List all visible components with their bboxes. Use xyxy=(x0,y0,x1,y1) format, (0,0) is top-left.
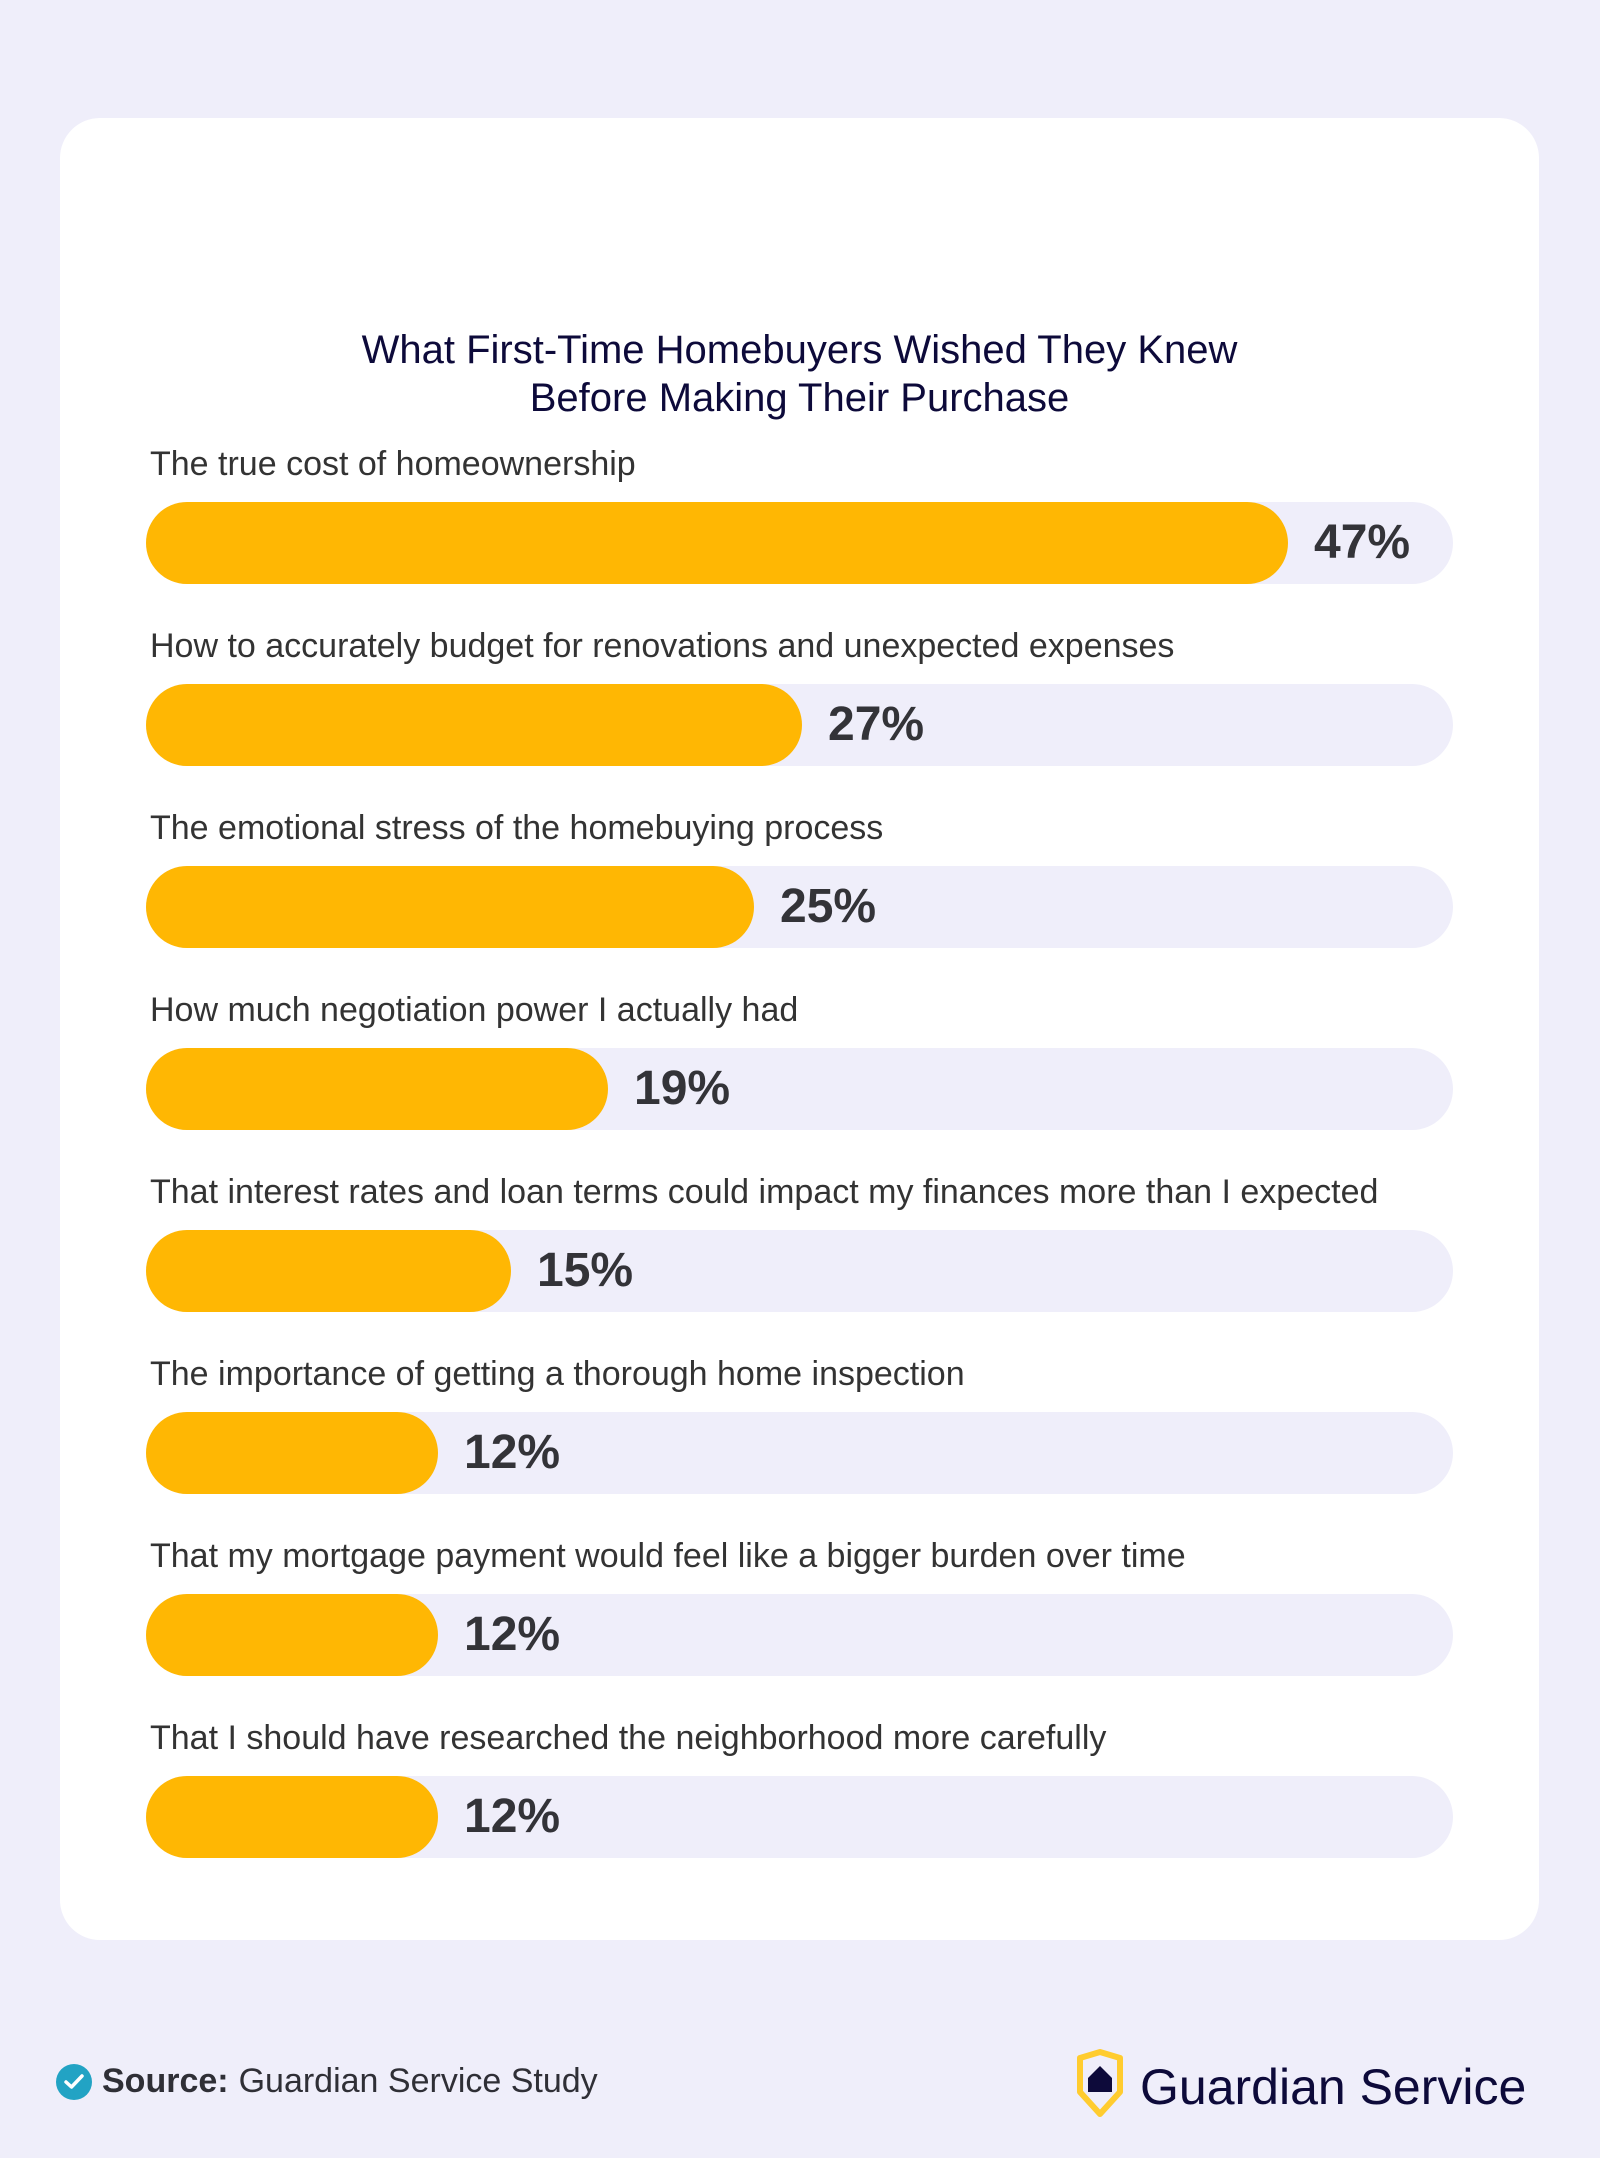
bar-label: That I should have researched the neighb… xyxy=(150,1719,1107,1757)
bar-value: 12% xyxy=(464,1426,561,1479)
bar-label: The importance of getting a thorough hom… xyxy=(150,1355,965,1393)
source-label: Source: xyxy=(102,2062,229,2100)
bar-value: 12% xyxy=(464,1608,561,1661)
bar-track xyxy=(146,1048,1453,1130)
bar-track xyxy=(146,866,1453,948)
bar-fill xyxy=(146,1048,608,1130)
bar-label: How to accurately budget for renovations… xyxy=(150,627,1175,665)
bar-fill xyxy=(146,1776,438,1858)
brand-logo: Guardian Service xyxy=(1072,2048,1526,2125)
chart-title: What First-Time Homebuyers Wished They K… xyxy=(361,328,1238,420)
chart-card: What First-Time Homebuyers Wished They K… xyxy=(60,118,1539,1940)
brand-name: Guardian Service xyxy=(1140,2058,1527,2115)
bar-label: How much negotiation power I actually ha… xyxy=(150,991,799,1029)
bar-fill xyxy=(146,1594,438,1676)
bar-track xyxy=(146,502,1453,584)
source-text: Guardian Service Study xyxy=(238,2062,598,2100)
bar-fill xyxy=(146,1230,511,1312)
bar-label: That interest rates and loan terms could… xyxy=(150,1173,1379,1211)
bar-fill xyxy=(146,684,802,766)
bar-label: That my mortgage payment would feel like… xyxy=(150,1537,1186,1575)
shield-house-icon xyxy=(1072,2048,1128,2125)
bar-value: 47% xyxy=(1314,516,1411,569)
bar-value: 25% xyxy=(780,880,877,933)
bar-value: 12% xyxy=(464,1790,561,1843)
bar-label: The emotional stress of the homebuying p… xyxy=(150,809,884,847)
bar-track xyxy=(146,1230,1453,1312)
bar-value: 19% xyxy=(634,1062,731,1115)
bar-track xyxy=(146,1776,1453,1858)
source-note: Source: Guardian Service Study xyxy=(56,2062,598,2101)
check-circle-icon xyxy=(56,2063,92,2100)
bar-value: 27% xyxy=(828,698,925,751)
bar-track xyxy=(146,684,1453,766)
bar-track xyxy=(146,1594,1453,1676)
bar-fill xyxy=(146,866,754,948)
bar-fill xyxy=(146,502,1288,584)
bar-track xyxy=(146,1412,1453,1494)
bar-label: The true cost of homeownership xyxy=(150,445,636,483)
bar-value: 15% xyxy=(537,1244,634,1297)
bar-fill xyxy=(146,1412,438,1494)
